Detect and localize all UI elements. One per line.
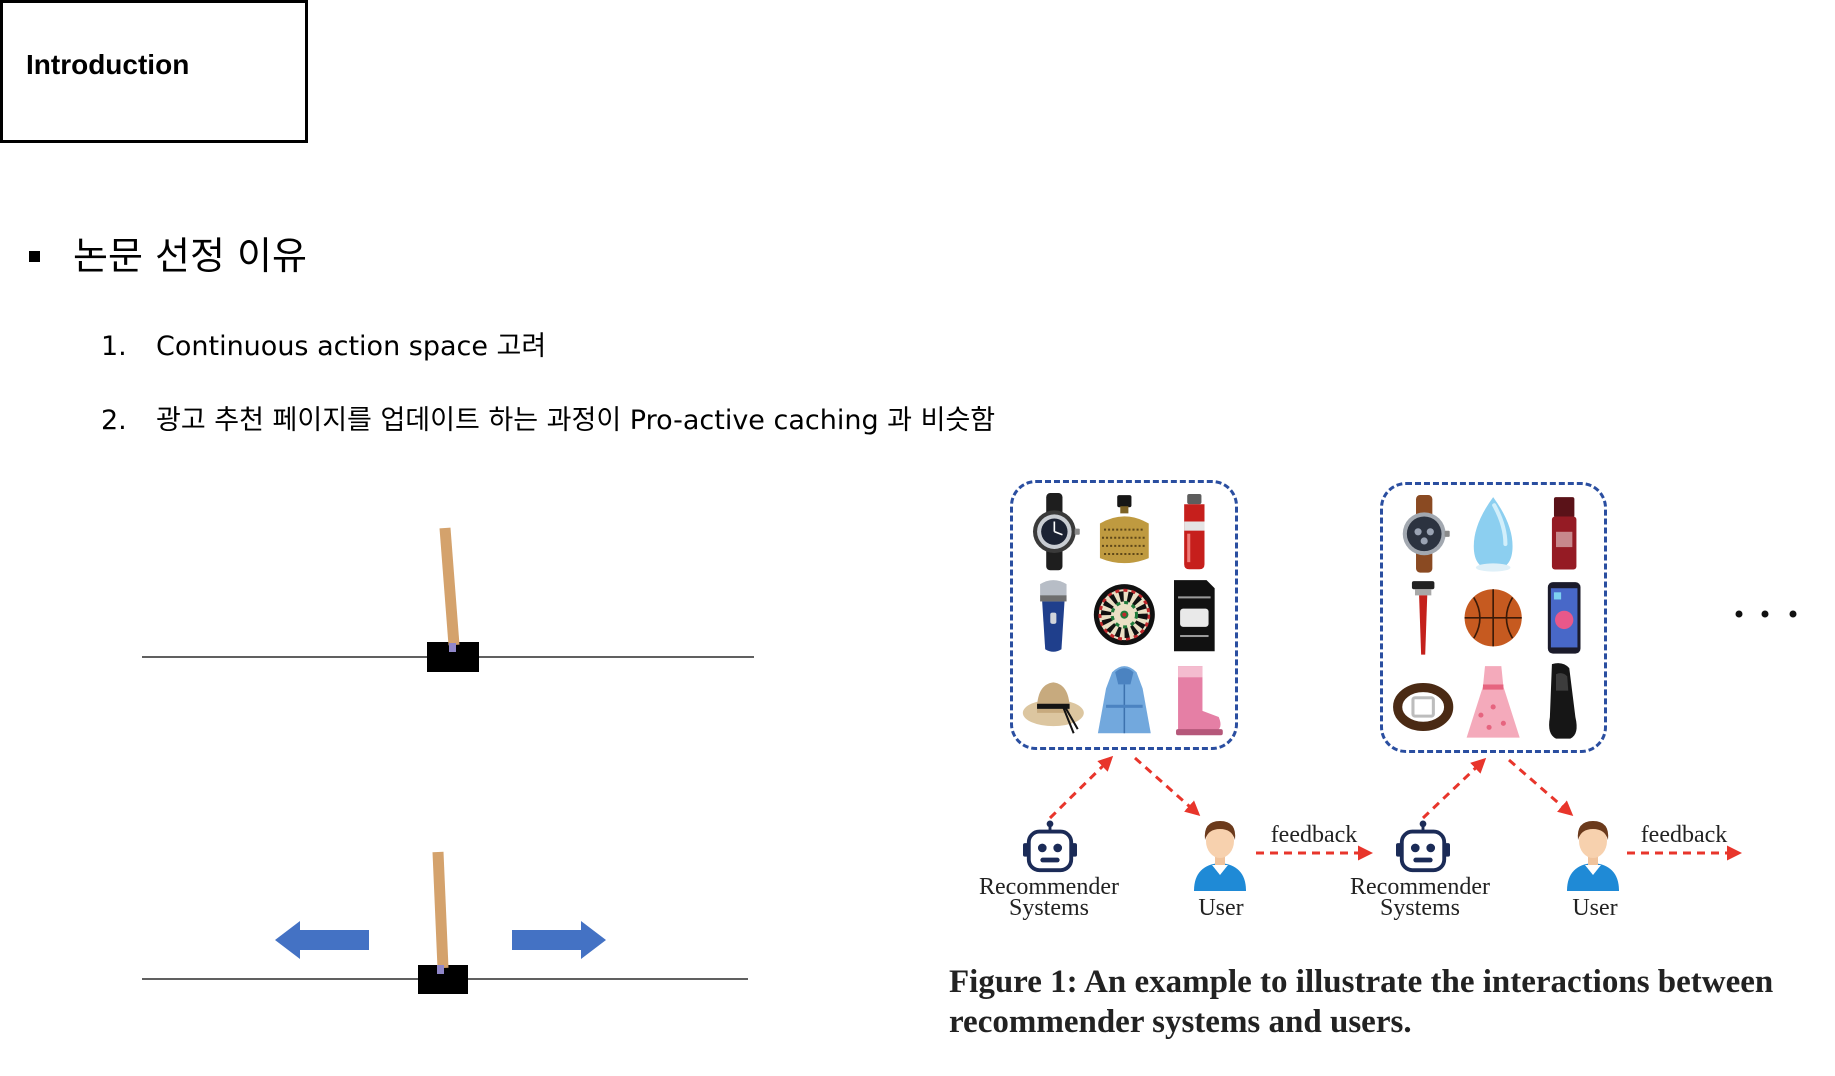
humidifier-icon [1474,497,1513,572]
robot-icon [1392,820,1454,874]
axle [437,965,444,974]
recommendation-set-1 [1010,480,1238,750]
leather-watch-icon [1402,495,1450,573]
feedback-label-1: feedback [1270,822,1358,848]
dress-shoe-icon [1548,663,1577,739]
user-label-2: User [1572,895,1618,921]
recommender-2-to-items-arrow [1421,757,1487,820]
robot-icon [1019,820,1081,874]
user-avatar-icon [1563,812,1623,892]
user-label-1: User [1198,895,1244,921]
items-2-to-user-arrow [1508,758,1574,816]
cartpole-panel-actions [142,851,748,994]
figure-caption-line-2: recommender systems and users. [949,1004,1412,1040]
basketball-icon [1464,588,1523,647]
electric-shaver-icon [1040,580,1067,653]
figure-connectors [1048,755,1742,861]
water-bottle-icon [1184,494,1205,570]
recommender-label-2: Recommender Systems [1330,874,1510,921]
figure-caption-line-1: Figure 1: An example to illustrate the i… [949,964,1774,1000]
dartboard-icon [1093,584,1155,646]
bullet-square-icon [29,251,40,262]
items-1-to-user-arrow [1134,756,1201,816]
recommender-label-line: Recommender [1350,874,1490,900]
recommender-label-line: Systems [1008,895,1089,921]
belt-icon [1393,683,1454,732]
axle [449,643,456,652]
user-avatar-icon [1190,812,1250,892]
recommendation-set-2 [1380,482,1607,753]
ellipsis-icon [1735,610,1797,618]
bathrobe-icon [1097,665,1151,733]
dress-icon [1466,666,1521,738]
smartphone-icon [1547,581,1581,654]
feedback-label-2: feedback [1640,822,1728,848]
recommender-label-line: Systems [1379,895,1460,921]
recommender-label-1: Recommender Systems [959,874,1139,921]
recommender-label-line: Recommender [979,874,1119,900]
arrow-right-icon [512,921,606,959]
list-item-1-text: Continuous action space 고려 [156,331,547,362]
list-item-2-text: 광고 추천 페이지를 업데이트 하는 과정이 Pro-active cachin… [156,405,996,436]
lip-tint-icon [1551,497,1577,570]
section-title: Introduction [26,49,190,80]
razor-icon [1411,580,1435,655]
pole [439,527,460,646]
watch-icon [1032,493,1080,571]
boot-icon [1176,665,1224,735]
figure-caption: Figure 1: An example to illustrate the i… [949,962,1773,1042]
perfume-bottle-icon [1099,495,1149,564]
arrow-left-icon [275,921,369,959]
list-item-2-number: 2. [101,405,127,436]
micro-sd-card-icon [1174,580,1215,652]
bullet-heading: 논문 선정 이유 [73,234,307,278]
pole [432,851,449,969]
list-item-1-number: 1. [101,331,127,362]
sun-hat-icon [1022,682,1084,734]
cartpole-panel-balanced [142,527,754,672]
recommender-1-to-items-arrow [1048,755,1114,820]
section-header-box: Introduction [0,0,308,143]
